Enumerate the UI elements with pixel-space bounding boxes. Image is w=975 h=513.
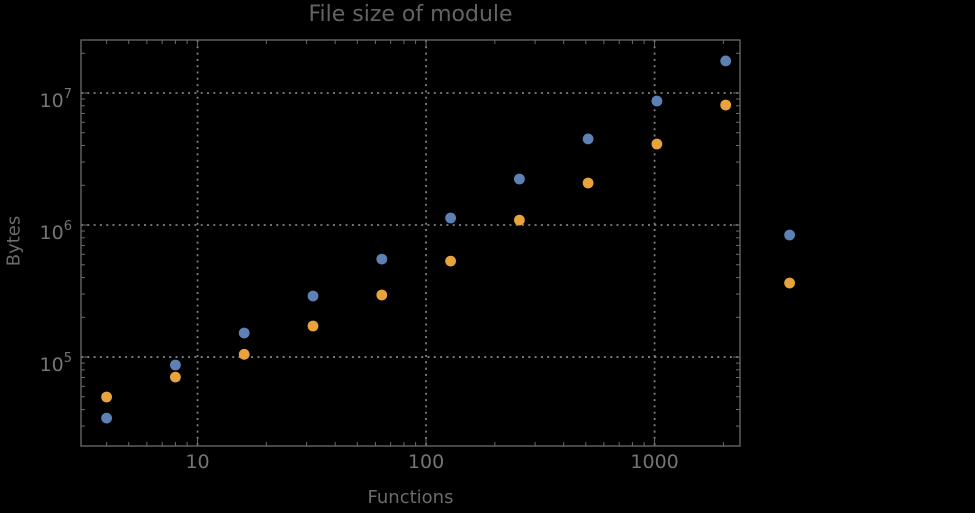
y-tick-label: 107 [40, 87, 72, 112]
data-point [238, 327, 250, 339]
data-point [514, 173, 525, 185]
data-point [514, 214, 525, 226]
data-point [582, 133, 594, 145]
data-point [445, 212, 456, 224]
data-point [376, 289, 388, 301]
data-point [170, 371, 181, 383]
x-tick-label: 100 [408, 451, 444, 473]
x-tick-label: 1000 [630, 451, 678, 473]
data-point [307, 290, 319, 302]
data-point [784, 277, 795, 289]
orange-points [101, 99, 795, 403]
data-point [170, 359, 181, 371]
data-point [307, 320, 319, 332]
y-tick-label: 106 [40, 219, 72, 244]
data-point [720, 99, 732, 111]
y-tick-label: 105 [40, 351, 72, 376]
x-axis-label: Functions [367, 487, 454, 508]
data-point [651, 138, 663, 150]
data-point [101, 391, 112, 403]
plot-frame [80, 39, 741, 447]
gridlines [81, 40, 740, 446]
data-point [101, 412, 112, 424]
axis-ticks [81, 40, 740, 446]
data-point [720, 55, 732, 67]
chart-title: File size of module [308, 2, 513, 27]
data-point [238, 348, 250, 360]
data-point [582, 177, 594, 189]
data-point [784, 229, 795, 241]
data-point [651, 95, 663, 107]
data-point [376, 253, 388, 265]
data-point [445, 255, 456, 267]
blue-points [101, 55, 795, 424]
x-tick-label: 10 [185, 451, 209, 473]
